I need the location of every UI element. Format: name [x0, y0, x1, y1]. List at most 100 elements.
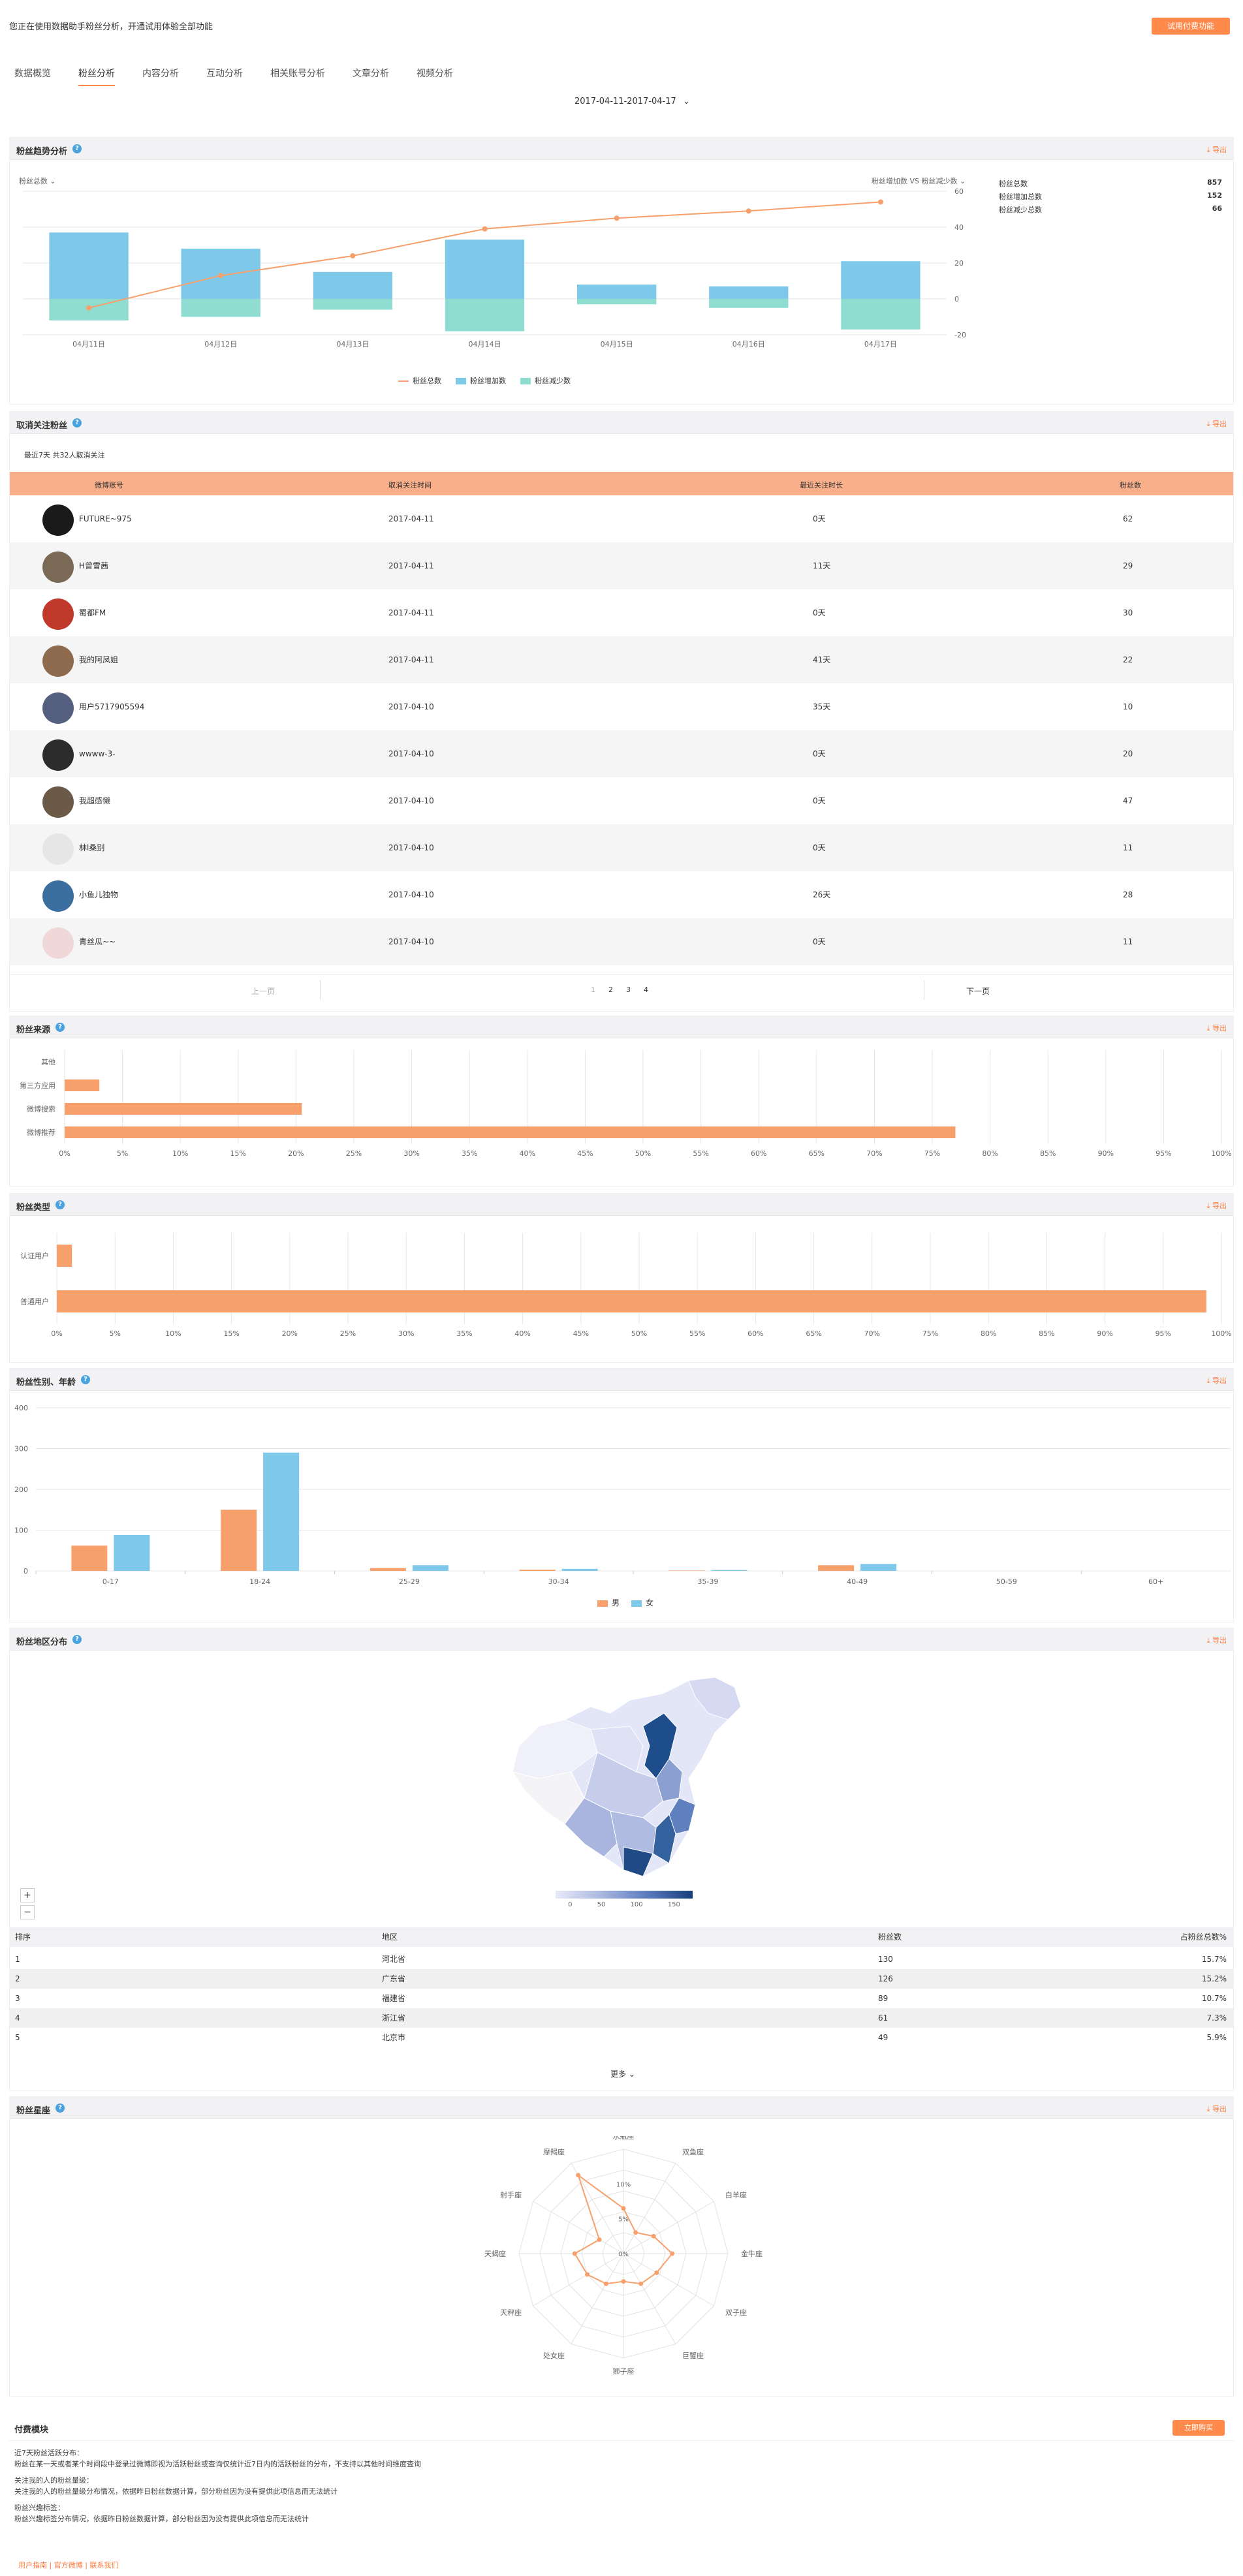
bar[interactable]	[65, 1079, 100, 1091]
cell-name[interactable]: 林l桑别	[79, 843, 105, 852]
radar-point[interactable]	[654, 2270, 659, 2275]
radar-point[interactable]	[670, 2251, 675, 2256]
point-total[interactable]	[350, 253, 356, 258]
trial-button[interactable]: 试用付费功能	[1152, 18, 1230, 35]
avatar[interactable]	[42, 598, 74, 630]
bar-female[interactable]	[561, 1568, 598, 1571]
legend-item[interactable]: 粉丝减少数	[520, 375, 571, 386]
page-number[interactable]: 2	[608, 985, 613, 994]
cell-name[interactable]: 我的阿凤姐	[79, 655, 119, 664]
help-icon[interactable]: ?	[55, 1200, 65, 1209]
avatar[interactable]	[42, 551, 74, 583]
avatar[interactable]	[42, 833, 74, 865]
bar-increase[interactable]	[445, 240, 525, 299]
bar-male[interactable]	[71, 1545, 108, 1571]
bar-female[interactable]	[412, 1565, 448, 1571]
point-total[interactable]	[482, 226, 488, 232]
bar-decrease[interactable]	[841, 299, 920, 330]
bar-male[interactable]	[519, 1570, 556, 1571]
table-row[interactable]: 4 浙江省 61 7.3%	[10, 2008, 1233, 2028]
bar-decrease[interactable]	[181, 299, 260, 317]
bar-male[interactable]	[221, 1510, 257, 1571]
bar-female[interactable]	[263, 1452, 300, 1571]
export-button[interactable]: ⤓ 导出	[1207, 1375, 1227, 1386]
bar-male[interactable]	[370, 1568, 406, 1571]
bar-decrease[interactable]	[709, 299, 789, 308]
point-total[interactable]	[218, 273, 224, 279]
help-icon[interactable]: ?	[55, 2103, 65, 2113]
nav-tab[interactable]: 内容分析	[142, 69, 179, 79]
radar-point[interactable]	[597, 2237, 602, 2242]
radar-point[interactable]	[585, 2272, 590, 2277]
cell-name[interactable]: H曾雪茜	[79, 561, 109, 570]
date-range-picker[interactable]: 2017-04-11-2017-04-17 ⌄	[574, 97, 690, 106]
radar-point[interactable]	[638, 2281, 644, 2286]
legend-item[interactable]: 女	[631, 1597, 653, 1608]
next-page-button[interactable]: 下一页	[966, 987, 990, 996]
table-row[interactable]: 我超感懒 2017-04-10 0天 47	[10, 777, 1233, 824]
table-row[interactable]: 小鱼儿独物 2017-04-10 26天 28	[10, 871, 1233, 918]
table-row[interactable]: 林l桑别 2017-04-10 0天 11	[10, 824, 1233, 871]
right-metric-select[interactable]: 粉丝增加数 VS 粉丝减少数 ⌄	[872, 176, 966, 186]
table-row[interactable]: 我的阿凤姐 2017-04-11 41天 22	[10, 636, 1233, 683]
bar-increase[interactable]	[313, 272, 392, 299]
bar-male[interactable]	[818, 1565, 855, 1571]
avatar[interactable]	[42, 786, 74, 818]
table-row[interactable]: FUTURE~975 2017-04-11 0天 62	[10, 495, 1233, 542]
nav-tab[interactable]: 视频分析	[417, 69, 453, 79]
export-button[interactable]: ⤓ 导出	[1207, 1200, 1227, 1211]
table-row[interactable]: 3 福建省 89 10.7%	[10, 1989, 1233, 2008]
cell-name[interactable]: 用户5717905594	[79, 702, 145, 711]
avatar[interactable]	[42, 645, 74, 677]
point-total[interactable]	[877, 199, 883, 205]
bar-decrease[interactable]	[577, 299, 657, 305]
help-icon[interactable]: ?	[72, 1635, 82, 1644]
nav-tab[interactable]: 互动分析	[206, 69, 243, 79]
cell-name[interactable]: wwww-3-	[79, 749, 116, 758]
help-icon[interactable]: ?	[72, 144, 82, 153]
help-icon[interactable]: ?	[55, 1023, 65, 1032]
cell-name[interactable]: 青丝瓜~~	[79, 937, 116, 946]
nav-tab[interactable]: 数据概览	[14, 69, 51, 79]
bar-decrease[interactable]	[445, 299, 525, 332]
help-icon[interactable]: ?	[81, 1375, 91, 1384]
nav-tab[interactable]: 相关账号分析	[270, 69, 325, 79]
legend-item[interactable]: 男	[597, 1597, 620, 1608]
legend-item[interactable]: 粉丝增加数	[456, 375, 506, 386]
cell-name[interactable]: 小鱼儿独物	[79, 890, 119, 899]
table-row[interactable]: 青丝瓜~~ 2017-04-10 0天 11	[10, 918, 1233, 965]
radar-point[interactable]	[576, 2173, 581, 2178]
bar-decrease[interactable]	[313, 299, 392, 310]
help-icon[interactable]: ?	[72, 418, 82, 427]
nav-tab[interactable]: 粉丝分析	[73, 64, 123, 86]
export-button[interactable]: ⤓ 导出	[1207, 1635, 1227, 1645]
cell-name[interactable]: 我超感懒	[79, 796, 111, 805]
bar-increase[interactable]	[49, 232, 129, 299]
table-row[interactable]: H曾雪茜 2017-04-11 11天 29	[10, 542, 1233, 589]
page-number[interactable]: 3	[626, 985, 631, 994]
radar-point[interactable]	[572, 2251, 577, 2256]
zoom-out-button[interactable]: −	[20, 1905, 35, 1919]
point-total[interactable]	[86, 305, 92, 311]
bar[interactable]	[57, 1245, 72, 1267]
radar-point[interactable]	[621, 2279, 626, 2284]
bar-female[interactable]	[711, 1570, 747, 1571]
left-metric-select[interactable]: 粉丝总数 ⌄	[19, 176, 56, 186]
radar-point[interactable]	[621, 2206, 626, 2211]
bar-increase[interactable]	[709, 286, 789, 299]
avatar[interactable]	[42, 504, 74, 536]
point-total[interactable]	[746, 208, 751, 214]
bar-male[interactable]	[669, 1570, 705, 1571]
nav-tab[interactable]: 文章分析	[353, 69, 389, 79]
bar-increase[interactable]	[841, 261, 920, 299]
page-number[interactable]: 4	[644, 985, 648, 994]
table-row[interactable]: 蜀都FM 2017-04-11 0天 30	[10, 589, 1233, 636]
export-button[interactable]: ⤓ 导出	[1207, 2103, 1227, 2114]
bar[interactable]	[57, 1290, 1206, 1312]
bar[interactable]	[65, 1103, 302, 1115]
export-button[interactable]: ⤓ 导出	[1207, 144, 1227, 155]
export-button[interactable]: ⤓ 导出	[1207, 1023, 1227, 1033]
avatar[interactable]	[42, 692, 74, 724]
page-number[interactable]: 1	[591, 985, 595, 994]
bar-increase[interactable]	[577, 285, 657, 299]
